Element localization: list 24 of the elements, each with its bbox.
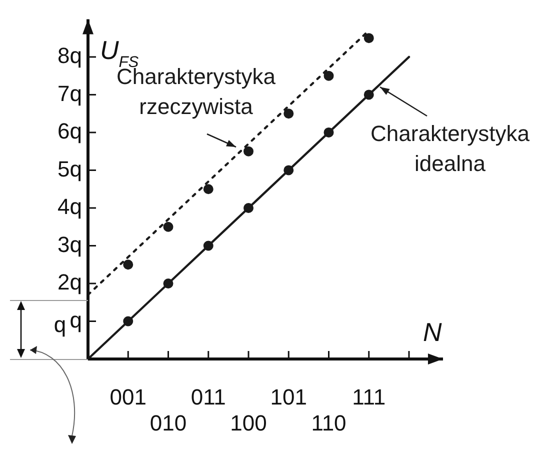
point xyxy=(163,222,174,232)
y-tick-label: 7q xyxy=(58,80,82,106)
y-tick-label: 5q xyxy=(58,156,82,182)
x-tick-label: 010 xyxy=(150,410,187,436)
x-tick-label: 100 xyxy=(230,410,267,436)
point xyxy=(284,108,294,119)
point xyxy=(123,260,134,270)
point xyxy=(244,146,254,156)
y-tick-label: 2q xyxy=(58,270,82,295)
point xyxy=(203,184,214,194)
legend-label: Charakterystyka idealna xyxy=(370,121,530,176)
y-tick-label: 8q xyxy=(58,43,82,68)
x-axis-title: N xyxy=(423,317,442,347)
x-tick-label: 001 xyxy=(110,384,146,410)
point xyxy=(364,33,374,44)
x-tick-label: 110 xyxy=(311,410,346,436)
x-tick-label: 101 xyxy=(270,384,307,410)
x-tick-label: 111 xyxy=(352,384,386,410)
y-tick-label: 6q xyxy=(58,118,82,144)
x-tick-label: 011 xyxy=(190,384,226,410)
y-tick-label: 4q xyxy=(58,194,82,220)
y-tick-label: 3q xyxy=(58,232,82,257)
point xyxy=(324,70,334,81)
y-tick-label: q xyxy=(54,312,66,338)
